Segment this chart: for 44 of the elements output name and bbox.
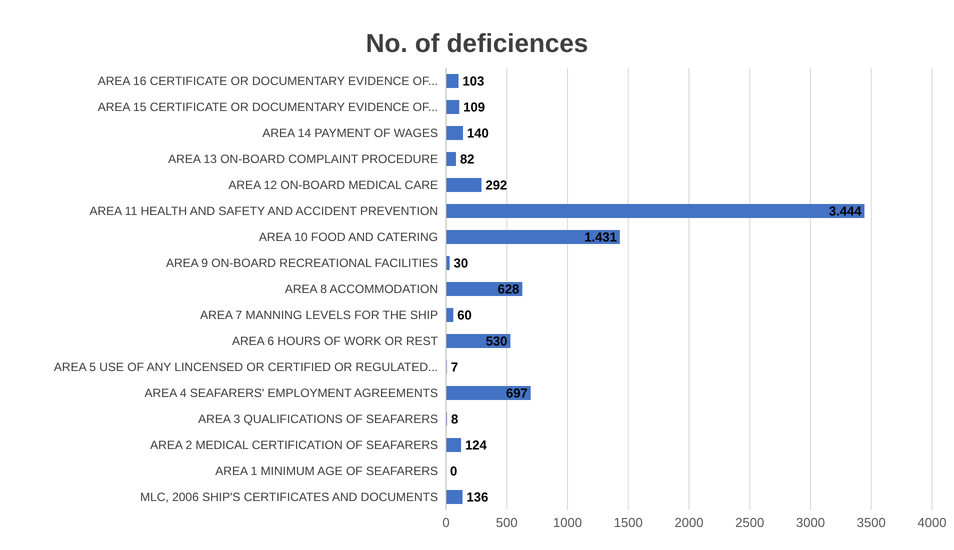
- y-tick-label: AREA 8 ACCOMMODATION: [284, 282, 438, 296]
- chart-title: No. of deficiences: [364, 27, 590, 60]
- y-tick-label: AREA 16 CERTIFICATE OR DOCUMENTARY EVIDENCE OF...: [98, 74, 438, 88]
- data-label: 103: [462, 74, 484, 89]
- y-tick-label: AREA 1 MINIMUM AGE OF SEAFARERS: [215, 464, 438, 478]
- data-label: 628: [498, 282, 520, 297]
- data-label: 697: [506, 386, 528, 401]
- y-tick-label: AREA 15 CERTIFICATE OR DOCUMENTARY EVIDENCE OF...: [98, 100, 438, 114]
- x-tick-label: 1500: [614, 515, 643, 530]
- data-label: 292: [485, 178, 508, 193]
- data-label: 140: [467, 126, 489, 141]
- data-label: 136: [466, 490, 488, 505]
- data-label: 124: [465, 438, 488, 453]
- x-tick-label: 500: [496, 515, 518, 530]
- data-label: 7: [450, 360, 458, 375]
- y-tick-label: AREA 7 MANNING LEVELS FOR THE SHIP: [200, 308, 438, 322]
- y-tick-label: MLC, 2006 SHIP'S CERTIFICATES AND DOCUMENTS: [140, 490, 438, 504]
- data-label: 82: [460, 152, 474, 167]
- data-label: 8: [450, 412, 458, 427]
- x-tick-label: 4000: [918, 515, 946, 530]
- y-tick-label: AREA 14 PAYMENT OF WAGES: [262, 126, 438, 140]
- x-tick-label: 2500: [735, 515, 764, 530]
- y-tick-label: AREA 6 HOURS OF WORK OR REST: [232, 334, 439, 348]
- x-tick-label: 2000: [674, 515, 704, 530]
- data-label: 3.444: [828, 204, 862, 219]
- y-tick-label: AREA 11 HEALTH AND SAFETY AND ACCIDENT PREVENTION: [89, 204, 438, 218]
- data-label: 1.431: [584, 230, 617, 245]
- x-tick-label: 3000: [796, 515, 825, 530]
- x-tick-label: 1000: [553, 515, 582, 530]
- y-tick-label: AREA 4 SEAFARERS' EMPLOYMENT AGREEMENTS: [144, 386, 438, 400]
- y-tick-label: AREA 2 MEDICAL CERTIFICATION OF SEAFARERS: [150, 438, 438, 452]
- y-tick-label: AREA 12 ON-BOARD MEDICAL CARE: [228, 178, 438, 192]
- data-label: 60: [457, 308, 472, 323]
- data-label: 530: [486, 334, 508, 349]
- data-label: 0: [450, 464, 458, 479]
- data-label: 109: [463, 100, 485, 115]
- y-tick-label: AREA 10 FOOD AND CATERING: [258, 230, 438, 244]
- data-label: 30: [454, 256, 468, 271]
- y-tick-label: AREA 13 ON-BOARD COMPLAINT PROCEDURE: [168, 152, 438, 166]
- x-tick-label: 3500: [856, 515, 886, 530]
- y-tick-label: AREA 5 USE OF ANY LINCENSED OR CERTIFIED OR REGULATED...: [54, 360, 438, 374]
- y-tick-label: AREA 9 ON-BOARD RECREATIONAL FACILITIES: [166, 256, 438, 270]
- y-tick-label: AREA 3 QUALIFICATIONS OF SEAFARERS: [198, 412, 438, 426]
- x-tick-label: 0: [442, 515, 450, 530]
